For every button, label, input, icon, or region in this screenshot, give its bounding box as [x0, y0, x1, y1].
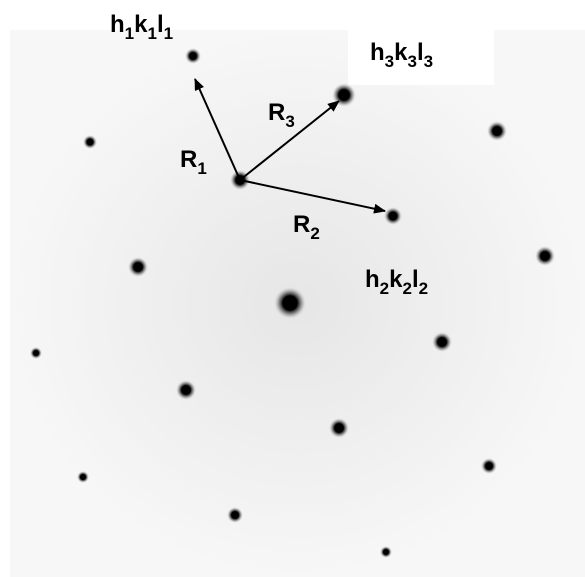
diffraction-figure: h1k1l1h3k3l3h2k2l2R1R2R3	[0, 0, 585, 577]
symbol: l	[412, 266, 419, 293]
subscript: 2	[419, 279, 428, 298]
symbol: l	[157, 11, 164, 38]
symbol: R	[268, 99, 285, 126]
subscript: 2	[403, 279, 412, 298]
subscript: 3	[424, 52, 433, 71]
subscript: 3	[285, 112, 294, 131]
spot	[83, 135, 97, 149]
subscript: 3	[385, 52, 394, 71]
subscript: 1	[197, 159, 206, 178]
subscript: 1	[125, 24, 134, 43]
symbol: k	[389, 266, 403, 293]
spot	[185, 48, 201, 64]
spot	[176, 380, 196, 400]
spot	[30, 347, 42, 359]
symbol: R	[293, 211, 310, 238]
spot	[227, 507, 243, 523]
symbol: k	[134, 11, 148, 38]
symbol: h	[110, 11, 125, 38]
symbol: l	[417, 39, 424, 66]
subscript: 1	[164, 24, 173, 43]
subscript: 3	[408, 52, 417, 71]
spot	[128, 257, 148, 277]
spot	[535, 246, 555, 266]
symbol: R	[180, 146, 197, 173]
subscript: 2	[310, 224, 319, 243]
spot	[384, 207, 402, 225]
spot	[329, 418, 349, 438]
spot	[77, 471, 89, 483]
spot	[481, 458, 497, 474]
spot	[432, 332, 452, 352]
subscript: 2	[380, 279, 389, 298]
symbol: k	[394, 39, 408, 66]
spot	[274, 287, 306, 319]
spot	[487, 121, 507, 141]
subscript: 1	[148, 24, 157, 43]
symbol: h	[365, 266, 380, 293]
symbol: h	[370, 39, 385, 66]
spot	[380, 546, 392, 558]
